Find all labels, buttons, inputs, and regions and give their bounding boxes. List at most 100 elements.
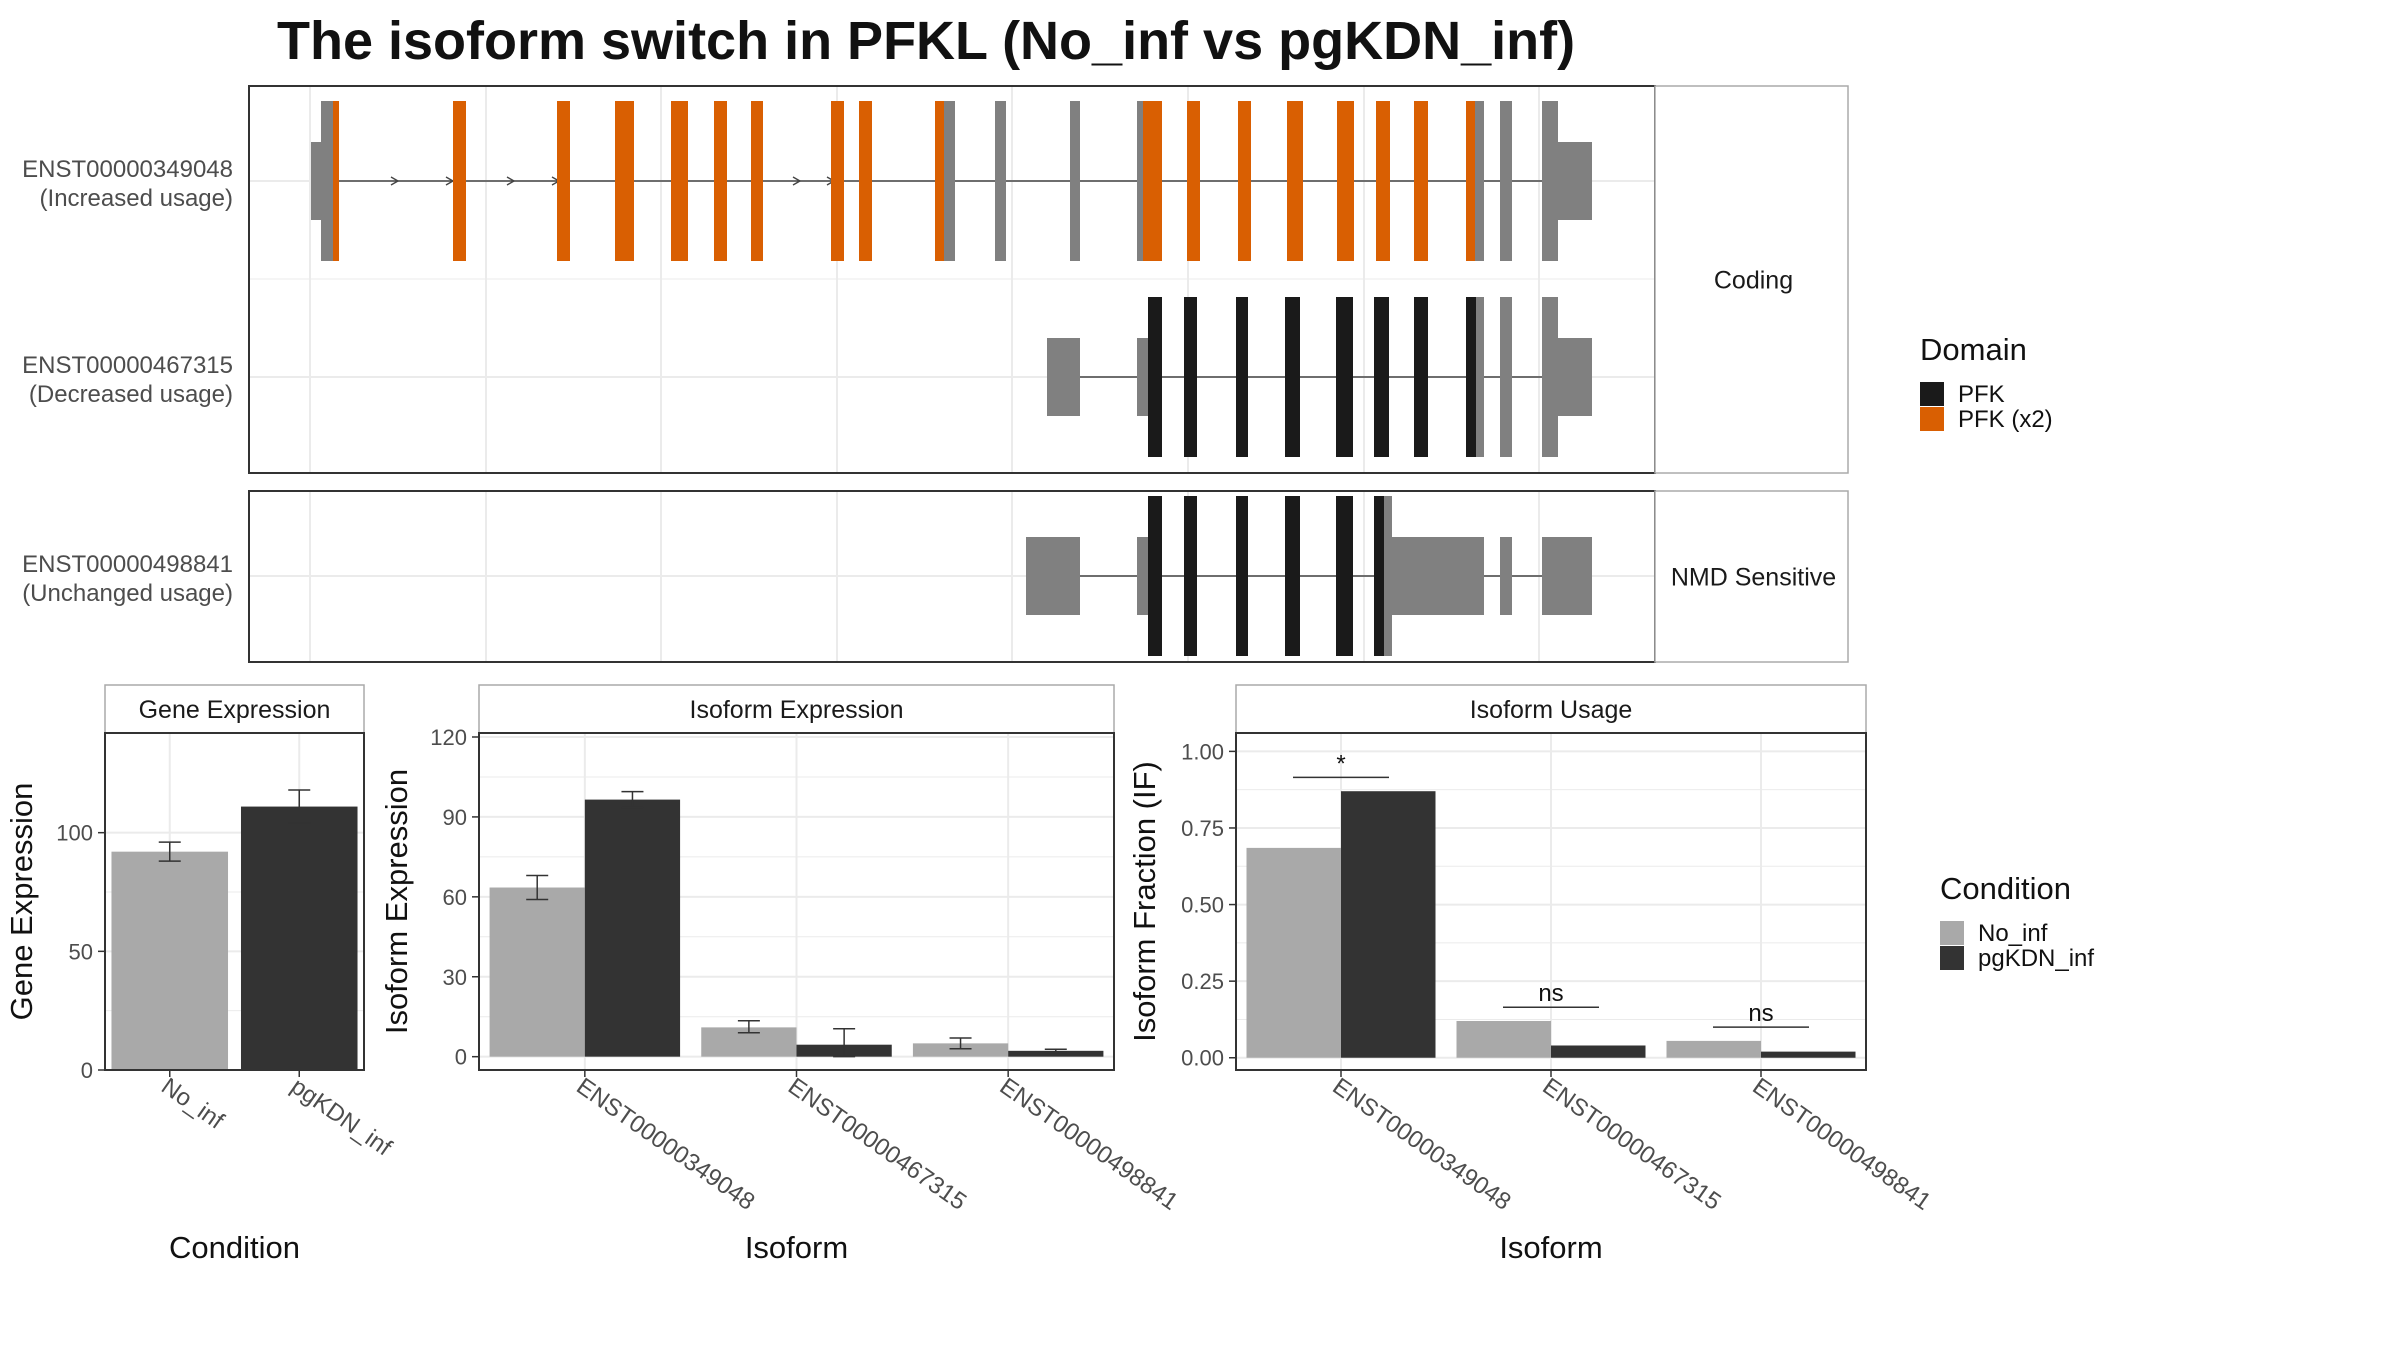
exon-noncoding <box>1137 537 1148 615</box>
exon-noncoding <box>1558 338 1592 416</box>
chart-strip-title: Gene Expression <box>139 696 331 724</box>
x-axis-title: Condition <box>169 1230 300 1265</box>
y-tick-label: 50 <box>69 939 93 964</box>
strand-arrow <box>792 176 802 186</box>
strip-coding <box>1654 85 1849 474</box>
exon-domain <box>557 101 570 261</box>
exon-domain <box>333 101 339 261</box>
exon-noncoding <box>1137 101 1143 261</box>
transcript-usage-label: (Increased usage) <box>40 185 233 212</box>
y-tick-label: 0 <box>455 1045 467 1070</box>
gene-expression-chart: Gene Expression 0 50 100 No_inf pgKDN_inf Cond… <box>4 684 397 1265</box>
exon-domain <box>1238 101 1251 261</box>
bar-pgKDN_inf <box>1008 1050 1104 1057</box>
x-tick-label: ENST00000349048 <box>571 1073 759 1216</box>
exon-noncoding <box>944 101 955 261</box>
chart-strip-title: Isoform Expression <box>690 696 904 724</box>
x-tick-label: ENST00000467315 <box>1538 1073 1726 1216</box>
x-tick-label: ENST00000467315 <box>783 1073 971 1216</box>
exon-noncoding <box>1558 142 1592 220</box>
x-tick-label: ENST00000498841 <box>1748 1073 1936 1216</box>
strip-nmd <box>1654 490 1849 663</box>
y-tick-label: 0.50 <box>1181 893 1224 918</box>
y-axis-title: Gene Expression <box>4 783 39 1021</box>
exon-domain <box>1466 297 1476 457</box>
domain-legend-label: PFK <box>1958 381 2005 408</box>
y-axis-title: Isoform Expression <box>379 769 414 1034</box>
transcript-id-label: ENST00000498841 <box>22 551 233 578</box>
figure-title: The isoform switch in PFKL (No_inf vs pg… <box>277 11 1576 71</box>
y-tick-label: 1.00 <box>1181 739 1224 764</box>
exon-domain <box>1236 496 1248 656</box>
exon-noncoding <box>1392 537 1484 615</box>
exon-domain <box>615 101 634 261</box>
x-tick-label: ENST00000349048 <box>1328 1073 1516 1216</box>
condition-legend-label: pgKDN_inf <box>1978 945 2094 972</box>
exon-domain <box>1148 496 1162 656</box>
exon-domain <box>453 101 466 261</box>
bar-No_inf <box>1456 1020 1551 1058</box>
exon-domain <box>1466 101 1475 261</box>
exon-noncoding <box>1500 101 1512 261</box>
exon-noncoding <box>311 142 321 220</box>
exon-domain <box>1285 297 1300 457</box>
exon-domain <box>1187 101 1200 261</box>
bar-single <box>111 851 229 1070</box>
strand-arrow <box>506 176 516 186</box>
domain-legend-swatch <box>1920 407 1944 431</box>
chart-strip <box>1235 684 1867 734</box>
significance-label: ns <box>1538 980 1563 1007</box>
exon-domain <box>1414 297 1428 457</box>
exon-domain <box>935 101 944 261</box>
y-tick-label: 0.00 <box>1181 1046 1224 1071</box>
bar-single <box>240 806 358 1070</box>
condition-legend-swatch <box>1940 946 1964 970</box>
exon-noncoding <box>321 101 333 261</box>
strip-coding-label: Coding <box>1714 267 1793 295</box>
transcript-ENST00000498841 <box>1026 496 1592 656</box>
bar-pgKDN_inf <box>584 799 681 1057</box>
exon-noncoding <box>1500 297 1512 457</box>
exon-noncoding <box>1137 338 1148 416</box>
transcript-id-label: ENST00000349048 <box>22 156 233 183</box>
exon-domain <box>831 101 844 261</box>
y-axis-title: Isoform Fraction (IF) <box>1127 761 1162 1042</box>
exon-domain <box>859 101 872 261</box>
bar-No_inf <box>1666 1040 1761 1058</box>
exon-noncoding <box>1026 537 1080 615</box>
bar-pgKDN_inf <box>1761 1051 1856 1058</box>
bar-No_inf <box>489 887 585 1057</box>
condition-legend-title: Condition <box>1940 871 2071 906</box>
exon-domain <box>1148 297 1162 457</box>
chart-strip-title: Isoform Usage <box>1470 696 1633 724</box>
exon-domain <box>1184 297 1197 457</box>
x-tick-label: ENST00000498841 <box>995 1073 1183 1216</box>
significance-label: ns <box>1748 1000 1773 1027</box>
transcript-ENST00000349048 <box>311 101 1592 261</box>
y-tick-label: 0 <box>81 1058 93 1083</box>
chart-border <box>104 732 365 1071</box>
exon-noncoding <box>1500 537 1512 615</box>
x-axis-title: Isoform <box>1499 1230 1602 1265</box>
significance-label: * <box>1336 750 1345 777</box>
transcript-usage-label: (Unchanged usage) <box>22 580 233 607</box>
exon-domain <box>751 101 763 261</box>
exon-noncoding <box>1542 101 1558 261</box>
exon-domain <box>1287 101 1303 261</box>
domain-legend-swatch <box>1920 382 1944 406</box>
domain-legend-title: Domain <box>1920 332 2027 367</box>
y-tick-label: 90 <box>443 805 467 830</box>
strand-arrow <box>390 176 400 186</box>
exon-noncoding <box>1542 537 1592 615</box>
transcript-structure-panel: Coding NMD Sensitive ENST00000349048(Incre… <box>22 85 1849 663</box>
exon-domain <box>1337 101 1354 261</box>
bar-No_inf <box>1246 847 1341 1058</box>
y-tick-label: 60 <box>443 885 467 910</box>
bar-pgKDN_inf <box>1551 1045 1646 1058</box>
bar-No_inf <box>912 1043 1009 1057</box>
exon-domain <box>1336 496 1353 656</box>
condition-legend-swatch <box>1940 921 1964 945</box>
y-tick-label: 0.75 <box>1181 816 1224 841</box>
